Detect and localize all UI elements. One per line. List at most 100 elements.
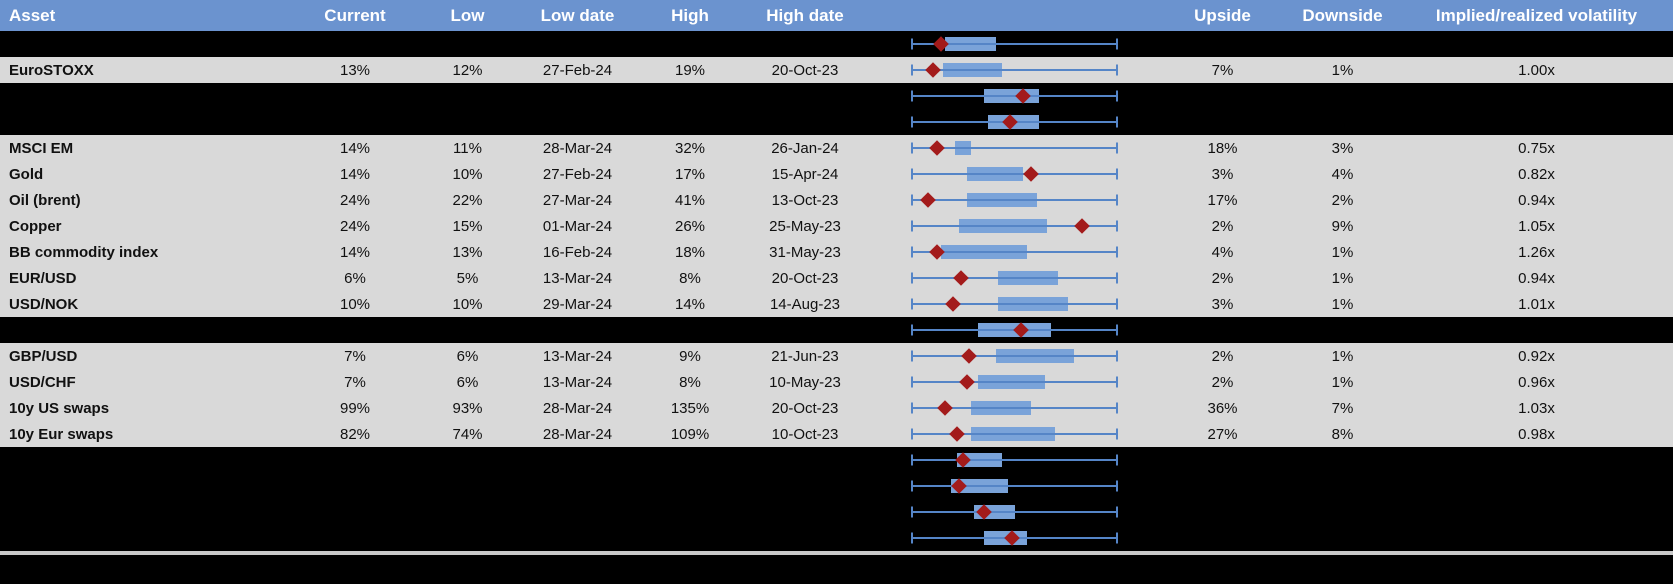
boxplot-whisker-line — [912, 381, 1117, 383]
col-header-current: Current — [324, 5, 386, 25]
asset-row: Copper 24% 15% 01-Mar-24 26% 25-May-23 2% 9% 1.0… — [0, 213, 1673, 239]
downside-cell: 8% — [1331, 425, 1354, 443]
boxplot-whisker-line — [912, 43, 1117, 45]
boxplot-high-cap — [1116, 298, 1118, 310]
asset-name-cell: BB commodity index — [9, 243, 159, 261]
boxplot-high-cap — [1116, 324, 1118, 336]
irv-cell: 1.03x — [1518, 399, 1555, 417]
col-header-low: Low — [450, 5, 485, 25]
low-date-cell: 13-Mar-24 — [542, 373, 613, 391]
boxplot-whisker-line — [912, 95, 1117, 97]
low-date-cell: 01-Mar-24 — [542, 217, 613, 235]
high-cell: 135% — [670, 399, 710, 417]
boxplot-high-cap — [1116, 90, 1118, 102]
high-date-cell: 21-Jun-23 — [771, 347, 839, 365]
asset-row: Oil (brent) 24% 22% 27-Mar-24 41% 13-Oct-23 17… — [0, 187, 1673, 213]
low-cell: 11% — [453, 139, 482, 157]
current-level-diamond-marker — [949, 426, 965, 442]
col-header-low-date: Low date — [540, 5, 615, 25]
high-date-cell: 20-Oct-23 — [771, 269, 839, 287]
boxplot — [911, 265, 1118, 291]
upside-cell: 2% — [1211, 373, 1234, 391]
boxplot-low-cap — [911, 38, 913, 50]
asset-name-cell: EUR/USD — [9, 269, 77, 287]
high-cell: 109% — [670, 425, 710, 443]
high-date-cell: 20-Oct-23 — [771, 61, 839, 79]
high-cell: 19% — [674, 61, 706, 79]
boxplot-low-cap — [911, 376, 913, 388]
boxplot-low-cap — [911, 532, 913, 544]
chart-band-row — [0, 447, 1673, 473]
chart-band-row — [0, 473, 1673, 499]
downside-cell: 1% — [1331, 347, 1354, 365]
boxplot-low-cap — [911, 454, 913, 466]
upside-cell: 18% — [1207, 139, 1238, 157]
upside-cell: 4% — [1211, 243, 1234, 261]
current-cell: 10% — [339, 295, 371, 313]
upside-cell: 7% — [1211, 61, 1234, 79]
downside-cell: 1% — [1331, 243, 1354, 261]
bottom-black-band — [0, 555, 1673, 584]
boxplot-high-cap — [1116, 64, 1118, 76]
boxplot — [911, 343, 1118, 369]
current-cell: 14% — [339, 243, 371, 261]
high-date-cell: 25-May-23 — [769, 217, 841, 235]
col-header-asset: Asset — [9, 5, 56, 25]
chart-band-row — [0, 317, 1673, 343]
high-cell: 17% — [674, 165, 706, 183]
high-date-cell: 26-Jan-24 — [771, 139, 839, 157]
upside-cell: 36% — [1207, 399, 1238, 417]
boxplot-low-cap — [911, 64, 913, 76]
irv-cell: 0.92x — [1518, 347, 1555, 365]
boxplot — [911, 473, 1118, 499]
low-date-cell: 13-Mar-24 — [542, 347, 613, 365]
low-cell: 13% — [452, 243, 483, 261]
upside-cell: 3% — [1211, 295, 1234, 313]
boxplot-whisker-line — [912, 277, 1117, 279]
table-body: EuroSTOXX 13% 12% 27-Feb-24 19% 20-Oct-23 7% 1%… — [0, 31, 1673, 551]
high-date-cell: 13-Oct-23 — [771, 191, 839, 209]
downside-cell: 1% — [1331, 61, 1354, 79]
asset-row: EuroSTOXX 13% 12% 27-Feb-24 19% 20-Oct-23 7% 1%… — [0, 57, 1673, 83]
boxplot-high-cap — [1116, 506, 1118, 518]
boxplot-high-cap — [1116, 194, 1118, 206]
boxplot-high-cap — [1116, 350, 1118, 362]
asset-row: Gold 14% 10% 27-Feb-24 17% 15-Apr-24 3% 4% 0.82x — [0, 161, 1673, 187]
asset-row: USD/NOK 10% 10% 29-Mar-24 14% 14-Aug-23 3% 1% 1.… — [0, 291, 1673, 317]
boxplot-whisker-line — [912, 173, 1117, 175]
boxplot-low-cap — [911, 506, 913, 518]
boxplot-low-cap — [911, 402, 913, 414]
high-cell: 32% — [674, 139, 706, 157]
boxplot-low-cap — [911, 220, 913, 232]
downside-cell: 3% — [1331, 139, 1354, 157]
boxplot-whisker-line — [912, 69, 1117, 71]
boxplot-high-cap — [1116, 116, 1118, 128]
boxplot-whisker-line — [912, 407, 1117, 409]
current-cell: 14% — [339, 139, 371, 157]
boxplot-low-cap — [911, 272, 913, 284]
boxplot — [911, 317, 1118, 343]
current-level-diamond-marker — [1074, 218, 1090, 234]
col-header-downside: Downside — [1302, 5, 1383, 25]
boxplot-high-cap — [1116, 532, 1118, 544]
low-date-cell: 13-Mar-24 — [542, 269, 613, 287]
low-cell: 10% — [452, 165, 483, 183]
asset-name-cell: Gold — [9, 165, 44, 183]
current-cell: 7% — [344, 373, 366, 391]
irv-cell: 0.94x — [1518, 269, 1555, 287]
boxplot-high-cap — [1116, 402, 1118, 414]
header-row: Asset Current Low Low date High High dat… — [0, 0, 1673, 31]
asset-row: MSCI EM 14% 11% 28-Mar-24 32% 26-Jan-24 18% 3% 0… — [0, 135, 1673, 161]
boxplot-whisker-line — [912, 225, 1117, 227]
current-level-diamond-marker — [961, 348, 978, 364]
bottom-divider — [0, 551, 1673, 555]
downside-cell: 9% — [1331, 217, 1354, 235]
boxplot-high-cap — [1116, 480, 1118, 492]
high-date-cell: 31-May-23 — [769, 243, 841, 261]
current-level-diamond-marker — [924, 62, 941, 78]
low-date-cell: 27-Feb-24 — [542, 61, 613, 79]
chart-band-row — [0, 109, 1673, 135]
asset-row: BB commodity index 14% 13% 16-Feb-24 18% 31-M… — [0, 239, 1673, 265]
low-date-cell: 28-Mar-24 — [542, 399, 613, 417]
